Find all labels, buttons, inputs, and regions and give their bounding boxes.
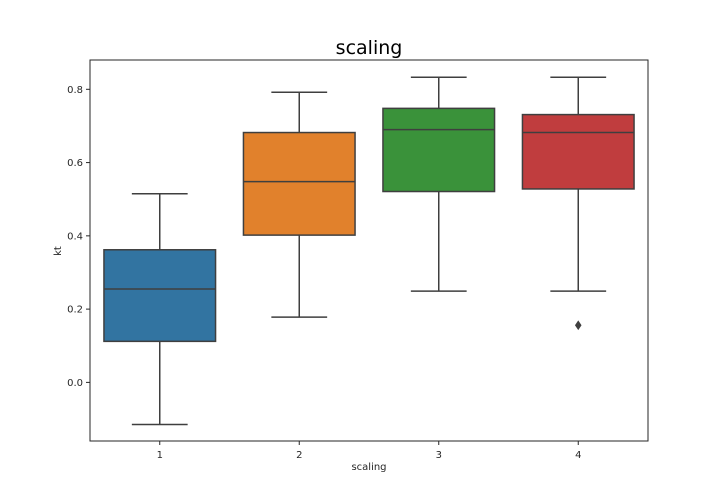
plot-frame: [89, 59, 649, 442]
box-1-iqr-box: [103, 249, 217, 343]
y-tick-label-4: 0.8: [67, 85, 83, 96]
x-tick-label-3: 3: [436, 450, 442, 461]
plot-area: 1 2 3 4 0.0 0.2 0.4 0.6 0.8: [67, 59, 649, 461]
x-tick-label-4: 4: [575, 450, 581, 461]
y-tick-label-2: 0.4: [67, 231, 83, 242]
box-2-iqr-box: [242, 131, 356, 236]
box-4-outlier-0: [574, 320, 582, 331]
x-tick-label-1: 1: [157, 450, 163, 461]
y-axis-label: kt: [53, 246, 64, 256]
box-4-iqr-box: [521, 113, 635, 190]
y-tick-label-1: 0.2: [67, 305, 83, 316]
x-axis-label: scaling: [351, 462, 386, 473]
x-tick-label-2: 2: [296, 450, 302, 461]
box-3-iqr-box: [382, 107, 496, 193]
y-tick-label-3: 0.6: [67, 158, 83, 169]
chart-title: scaling: [336, 37, 403, 59]
y-tick-label-0: 0.0: [67, 378, 83, 389]
